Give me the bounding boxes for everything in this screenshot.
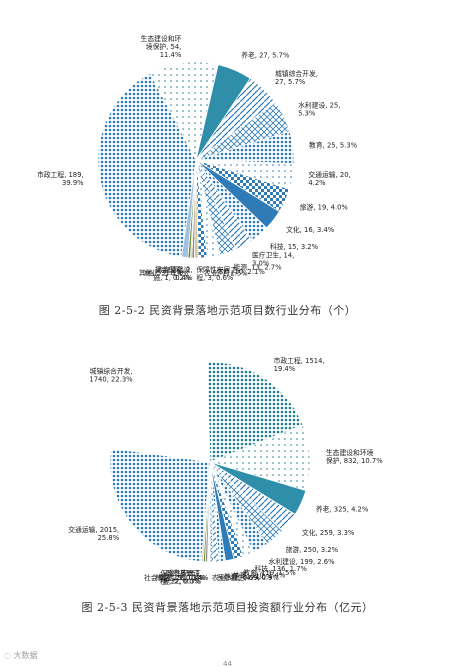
slice-label: 市政工程, 189, 39.9% — [37, 170, 84, 187]
slice-label: 其他, 5, 1.1% — [139, 268, 183, 277]
slice-label: 农业, 7, 1.5% — [204, 269, 248, 278]
slice-label: 政府基础设施, 1, 0.2% — [153, 265, 191, 282]
slice-label: 文化, 259, 3.3% — [302, 528, 355, 537]
pie-chart-project-count: 市政工程, 189, 39.9% 生态建设和环境保护, 54, 11.4% 养老, 27… — [37, 34, 358, 282]
slice-label: 林业, 25, 0.3% — [155, 573, 204, 582]
pie-slice — [97, 72, 197, 258]
slice-label: 市政工程, 1514, 19.4% — [274, 356, 325, 373]
slice-label: 能源, 81, 1.0% — [224, 572, 273, 581]
slice-label: 体育, 10, 2.1% — [217, 267, 266, 276]
slice-label: 水利建设, 25, 5.3% — [298, 100, 340, 117]
pie-slice — [206, 361, 304, 463]
pie-slice — [109, 447, 211, 563]
figure-caption-2-5-3: 图 2-5-3 民资背景落地示范项目投资额行业分布（亿元） — [81, 601, 374, 614]
slice-label: 能源, 13, 2.7% — [233, 263, 282, 272]
pie-slice — [208, 424, 311, 492]
slice-label: 其他, 31, 0.4% — [160, 573, 209, 582]
slice-label: 旅游, 250, 3.2% — [286, 545, 339, 554]
slice-label: 旅游, 19, 4.0% — [300, 202, 349, 211]
slice-label: 教育, 25, 5.3% — [309, 140, 358, 149]
slice-label: 生态建设和环境保护, 54, 11.4% — [141, 34, 182, 59]
slice-label: 社会保障, 2, 0.4% — [155, 265, 194, 282]
slice-label: 农业, 42, 0.5% — [212, 573, 261, 582]
slice-label: 保障性安居工程, 3, 0.6% — [196, 265, 237, 282]
slice-label: 科技, 136, 1.7% — [255, 564, 308, 573]
pie-slice — [149, 61, 219, 162]
pie-slices — [109, 361, 311, 563]
pie-slices — [97, 61, 295, 259]
slice-label: 医疗卫生, 14, 3.0% — [252, 250, 294, 267]
pie-labels: 市政工程, 189, 39.9% 生态建设和环境保护, 54, 11.4% 养老, 27… — [37, 34, 358, 282]
slice-label: 交通运输, 20, 4.2% — [308, 170, 350, 187]
slice-label: 文化, 16, 3.4% — [286, 225, 335, 234]
slice-label: 林业, 2, 0.4% — [144, 269, 188, 278]
watermark-icon: ◌ — [4, 651, 14, 660]
slice-label: 体育, 110, 1.4% — [233, 571, 286, 580]
slice-label: 医疗卫生, 69, 0.9% — [217, 573, 279, 582]
slice-label: 保障性安居工程, 22, 0.3% — [160, 569, 202, 586]
pie-labels: 市政工程, 1514, 19.4% 生态建设和环境保护, 832, 10.7% 养老,… — [68, 356, 383, 586]
slice-label: 养老, 325, 4.2% — [316, 504, 369, 513]
slice-label: 政府基础设施, 2, 0.0% — [163, 569, 201, 586]
page-number: 44 — [223, 660, 232, 668]
slice-label: 生态建设和环境保护, 832, 10.7% — [326, 448, 383, 465]
pie-slice — [180, 159, 197, 259]
slice-label: 城镇综合开发, 1740, 22.3% — [89, 367, 133, 384]
watermark-text: ◌ 大数据 — [4, 650, 38, 661]
pie-chart-investment: 市政工程, 1514, 19.4% 生态建设和环境保护, 832, 10.7% 养老,… — [68, 356, 383, 586]
slice-label: 科技, 15, 3.2% — [270, 242, 319, 251]
pie-slice — [110, 361, 211, 463]
figure-caption-2-5-2: 图 2-5-2 民资背景落地示范项目数行业分布（个） — [98, 304, 357, 317]
slice-label: 交通运输, 2015, 25.8% — [68, 525, 120, 542]
slice-label: 社会保障, 28, 0.4% — [144, 573, 206, 582]
slice-label: 养老, 27, 5.7% — [241, 50, 290, 59]
watermark-label: 大数据 — [13, 651, 38, 660]
slice-label: 教育, 119, 1.5% — [243, 568, 296, 577]
slice-label: 城镇综合开发, 27, 5.7% — [275, 69, 318, 86]
slice-label: 水利建设, 199, 2.6% — [269, 557, 336, 566]
